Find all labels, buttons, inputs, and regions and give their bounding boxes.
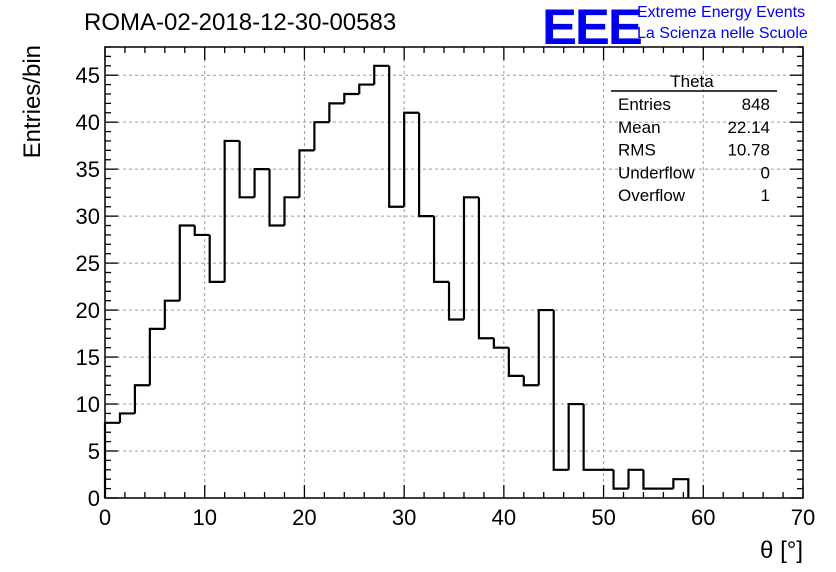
x-tick-label: 60 bbox=[691, 505, 715, 530]
histogram-bin bbox=[418, 112, 435, 218]
x-tick-label: 20 bbox=[292, 505, 316, 530]
y-tick-label: 35 bbox=[76, 157, 100, 182]
y-axis-title: Entries/bin bbox=[19, 45, 46, 158]
x-tick-label: 30 bbox=[392, 505, 416, 530]
histogram-bin bbox=[447, 281, 464, 321]
histogram-bin bbox=[358, 83, 375, 94]
y-tick-label: 10 bbox=[76, 392, 100, 417]
eee-logo: EEE bbox=[542, 0, 643, 55]
histogram-bin bbox=[253, 168, 270, 198]
x-tick-label: 40 bbox=[492, 505, 516, 530]
histogram-bin bbox=[328, 102, 345, 123]
stats-value: 1 bbox=[761, 186, 770, 205]
stats-value: 848 bbox=[742, 95, 770, 114]
histogram-bin bbox=[582, 404, 599, 471]
stats-label: Entries bbox=[618, 95, 671, 114]
histogram-bin bbox=[223, 139, 240, 282]
histogram-bin bbox=[238, 140, 255, 199]
histogram-bin bbox=[313, 121, 330, 151]
x-tick-label: 10 bbox=[192, 505, 216, 530]
x-tick-label: 0 bbox=[99, 505, 111, 530]
histogram-series bbox=[103, 64, 690, 498]
x-tick-label: 50 bbox=[591, 505, 615, 530]
histogram-bin bbox=[492, 338, 509, 349]
histogram-bin bbox=[403, 111, 420, 207]
histogram-bin bbox=[283, 196, 300, 226]
histogram-bin bbox=[163, 299, 180, 329]
histogram-bin bbox=[462, 196, 479, 320]
x-tick-labels: 0 10 20 30 40 50 60 70 bbox=[99, 505, 815, 530]
histogram-bin bbox=[178, 224, 195, 301]
x-axis-title: θ [°] bbox=[760, 537, 803, 564]
x-tick-label: 70 bbox=[791, 505, 815, 530]
histogram-bin bbox=[148, 327, 165, 386]
y-tick-label: 25 bbox=[76, 251, 100, 276]
y-tick-label: 40 bbox=[76, 110, 100, 135]
histogram-bin bbox=[567, 402, 584, 470]
stats-label: Overflow bbox=[618, 186, 686, 205]
stats-value: 10.78 bbox=[727, 141, 770, 160]
axis-ticks bbox=[104, 46, 804, 499]
stats-title: Theta bbox=[670, 72, 714, 91]
stats-label: Mean bbox=[618, 118, 661, 137]
histogram-bin bbox=[268, 169, 285, 227]
histogram-bin bbox=[208, 234, 225, 283]
stats-label: RMS bbox=[618, 141, 656, 160]
y-tick-label: 15 bbox=[76, 345, 100, 370]
stats-label: Underflow bbox=[618, 163, 695, 182]
y-tick-label: 20 bbox=[76, 298, 100, 323]
histogram-bin bbox=[672, 478, 690, 498]
chart-title: ROMA-02-2018-12-30-00583 bbox=[84, 9, 397, 36]
histogram-bin bbox=[477, 197, 494, 340]
y-tick-label: 30 bbox=[76, 204, 100, 229]
histogram-bin bbox=[507, 347, 524, 377]
stats-value: 22.14 bbox=[727, 118, 770, 137]
histogram-bin bbox=[388, 65, 405, 208]
histogram-bin bbox=[612, 469, 629, 490]
histogram-bin bbox=[373, 64, 390, 85]
stats-box: Theta Entries 848 Mean 22.14 RMS 10.78 Underfl… bbox=[611, 72, 777, 205]
logo-subtitle-line2: La Scienza nelle Scuole bbox=[637, 25, 808, 42]
histogram-bin bbox=[552, 310, 569, 471]
y-tick-label: 0 bbox=[88, 486, 100, 511]
stats-value: 0 bbox=[761, 163, 770, 182]
histogram-bin bbox=[343, 92, 360, 104]
histogram-bin bbox=[627, 468, 644, 489]
y-tick-label: 5 bbox=[88, 439, 100, 464]
histogram-bin bbox=[642, 469, 659, 490]
y-tick-labels: 0 5 10 15 20 25 30 35 40 45 bbox=[76, 63, 100, 511]
histogram-bin bbox=[298, 149, 315, 198]
grid-lines bbox=[105, 47, 803, 498]
histogram-bin bbox=[118, 412, 135, 423]
histogram-bin bbox=[522, 375, 539, 387]
histogram-bin bbox=[133, 384, 150, 414]
y-tick-label: 45 bbox=[76, 63, 100, 88]
histogram-bin bbox=[432, 216, 450, 283]
logo-subtitle-line1: Extreme Energy Events bbox=[637, 4, 806, 21]
histogram-bin bbox=[537, 308, 554, 386]
histogram-bin bbox=[193, 225, 210, 237]
